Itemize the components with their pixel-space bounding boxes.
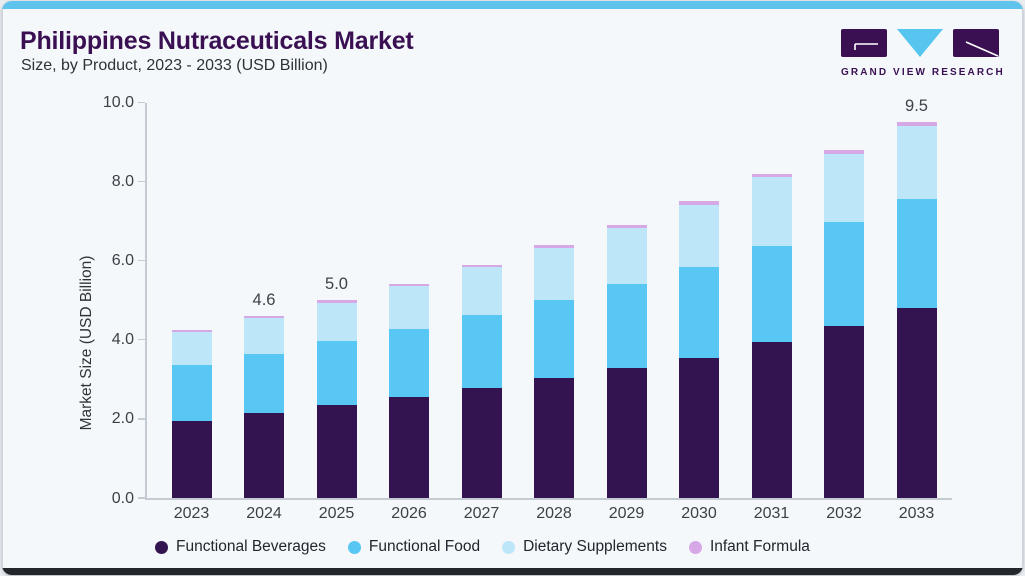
bar-segment-functional-food bbox=[461, 314, 502, 388]
x-tick-label: 2025 bbox=[318, 505, 355, 522]
bar-segment-dietary-supplements bbox=[896, 126, 937, 200]
bar-segment-functional-beverages bbox=[679, 357, 719, 498]
bar-segment-infant-formula bbox=[824, 149, 864, 154]
legend-swatch-icon bbox=[155, 540, 168, 554]
bar-segment-dietary-supplements bbox=[679, 204, 719, 268]
legend-label: Functional Food bbox=[368, 538, 481, 555]
bar-segment-functional-food bbox=[679, 267, 719, 358]
y-tick-mark bbox=[138, 418, 145, 420]
bar-segment-infant-formula bbox=[679, 201, 719, 205]
bar-segment-functional-food bbox=[244, 353, 284, 413]
x-tick-label: 2031 bbox=[753, 505, 790, 522]
bar-segment-functional-food bbox=[751, 245, 792, 342]
bar-segment-infant-formula bbox=[534, 244, 574, 248]
bar-segment-dietary-supplements bbox=[606, 228, 647, 285]
bar-segment-infant-formula bbox=[244, 315, 284, 318]
bar-segment-infant-formula bbox=[316, 300, 357, 303]
bar-total-label: 9.5 bbox=[905, 97, 928, 116]
gvr-logo-text: GRAND VIEW RESEARCH bbox=[841, 67, 1005, 78]
y-tick-mark bbox=[138, 259, 145, 262]
y-tick-label: 2.0 bbox=[111, 410, 134, 428]
y-axis-line bbox=[145, 103, 147, 498]
y-tick-label: 6.0 bbox=[111, 252, 134, 270]
bar-segment-functional-beverages bbox=[316, 405, 357, 498]
legend-label: Infant Formula bbox=[709, 538, 810, 555]
bar-segment-infant-formula bbox=[461, 264, 502, 268]
bar-segment-functional-food bbox=[606, 284, 647, 369]
bar-segment-dietary-supplements bbox=[461, 267, 502, 315]
y-tick-mark bbox=[138, 180, 145, 183]
y-tick-mark bbox=[138, 338, 145, 341]
x-tick-label: 2028 bbox=[536, 505, 572, 522]
y-tick-label: 10.0 bbox=[102, 93, 134, 111]
bar-segment-functional-beverages bbox=[751, 341, 792, 498]
x-tick-label: 2026 bbox=[391, 505, 427, 522]
bar-segment-infant-formula bbox=[606, 224, 647, 229]
bar-segment-infant-formula bbox=[751, 173, 792, 178]
legend: Functional Beverages Functional Food Dieta… bbox=[155, 538, 810, 556]
bar-segment-functional-beverages bbox=[244, 412, 284, 498]
bar-segment-functional-beverages bbox=[534, 378, 574, 498]
bar-segment-functional-beverages bbox=[389, 397, 429, 498]
bar-segment-functional-beverages bbox=[606, 368, 647, 498]
bar-segment-functional-beverages bbox=[171, 420, 212, 498]
bar-segment-functional-beverages bbox=[461, 387, 502, 498]
bar-segment-infant-formula bbox=[896, 122, 937, 127]
x-tick-label: 2023 bbox=[173, 505, 210, 522]
bar-segment-dietary-supplements bbox=[316, 302, 357, 341]
bar-segment-functional-beverages bbox=[824, 325, 864, 498]
legend-item: Functional Food bbox=[347, 538, 481, 556]
legend-item: Infant Formula bbox=[688, 538, 810, 556]
bar-segment-dietary-supplements bbox=[824, 153, 864, 223]
bar-segment-functional-food bbox=[171, 365, 212, 421]
legend-item: Dietary Supplements bbox=[502, 538, 667, 556]
page-subtitle: Size, by Product, 2023 - 2033 (USD Billi… bbox=[21, 57, 328, 74]
bar-segment-infant-formula bbox=[171, 329, 212, 332]
x-tick-label: 2033 bbox=[898, 505, 935, 522]
x-tick-label: 2032 bbox=[826, 505, 862, 522]
y-tick-label: 8.0 bbox=[111, 172, 134, 190]
bar-segment-functional-food bbox=[389, 329, 429, 398]
legend-label: Functional Beverages bbox=[176, 538, 326, 555]
top-accent-bar bbox=[2, 1, 1023, 9]
x-tick-label: 2027 bbox=[463, 505, 500, 522]
y-tick-mark bbox=[138, 101, 145, 104]
x-axis-line bbox=[145, 498, 952, 500]
y-tick-label: 4.0 bbox=[111, 331, 134, 349]
y-tick-mark bbox=[138, 497, 145, 499]
bar-segment-functional-food bbox=[896, 199, 937, 309]
legend-label: Dietary Supplements bbox=[523, 538, 667, 555]
legend-item: Functional Beverages bbox=[155, 538, 326, 556]
bottom-accent-bar bbox=[2, 568, 1023, 575]
bar-total-label: 4.6 bbox=[252, 290, 276, 309]
bar-segment-functional-beverages bbox=[896, 308, 937, 498]
bar-segment-functional-food bbox=[824, 222, 864, 326]
bar-segment-functional-food bbox=[316, 340, 357, 405]
legend-swatch-icon bbox=[347, 540, 361, 554]
x-tick-label: 2029 bbox=[608, 505, 645, 522]
bar-segment-functional-food bbox=[534, 300, 574, 379]
gvr-logo-icon bbox=[841, 29, 999, 57]
x-tick-label: 2030 bbox=[681, 505, 717, 522]
legend-swatch-icon bbox=[502, 540, 516, 554]
bar-segment-dietary-supplements bbox=[534, 247, 574, 301]
gvr-logo: GRAND VIEW RESEARCH bbox=[841, 29, 1005, 78]
y-tick-label: 0.0 bbox=[111, 489, 134, 507]
bar-segment-dietary-supplements bbox=[171, 331, 212, 366]
x-tick-label: 2024 bbox=[246, 505, 282, 522]
bar-total-label: 5.0 bbox=[325, 275, 348, 294]
legend-swatch-icon bbox=[688, 540, 702, 554]
bar-segment-infant-formula bbox=[389, 284, 429, 287]
page-title: Philippines Nutraceuticals Market bbox=[20, 27, 414, 55]
bar-segment-dietary-supplements bbox=[751, 177, 792, 246]
bar-segment-dietary-supplements bbox=[244, 317, 284, 354]
bar-segment-dietary-supplements bbox=[389, 286, 429, 330]
